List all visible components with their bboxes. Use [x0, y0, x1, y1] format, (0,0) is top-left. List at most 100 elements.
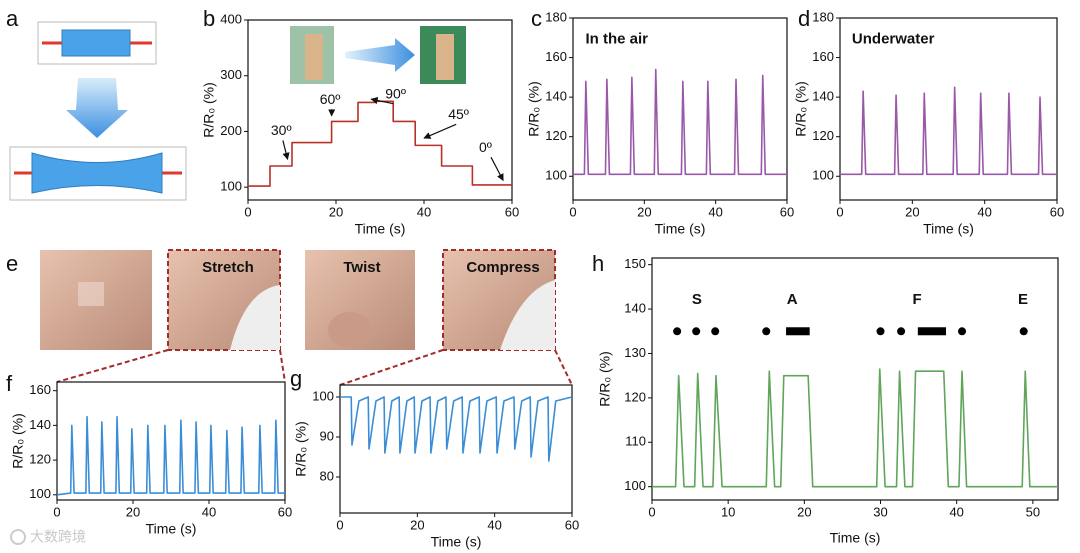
y-tick-label: 140: [624, 301, 646, 316]
annotation: Underwater: [852, 31, 935, 48]
y-tick-label: 400: [220, 11, 242, 26]
signal-line: [56, 415, 285, 496]
annotation: S: [692, 291, 702, 308]
y-tick-label: 100: [545, 168, 567, 183]
y-tick-label: 120: [29, 452, 51, 467]
panel-label: f: [6, 371, 13, 396]
y-tick-label: 140: [29, 417, 51, 432]
event-dot: [673, 327, 682, 336]
signal-line: [340, 396, 573, 462]
y-tick-label: 150: [624, 256, 646, 271]
y-tick-label: 90: [320, 428, 334, 443]
x-tick-label: 40: [487, 517, 501, 532]
skin-photos: [40, 249, 573, 386]
y-tick-label: 120: [545, 128, 567, 143]
annotation-arrow: [282, 140, 290, 161]
x-tick-label: 50: [1026, 504, 1040, 519]
panel-label: c: [531, 6, 542, 31]
watermark: 大数跨境: [30, 529, 86, 545]
x-tick-label: 60: [565, 517, 579, 532]
y-axis-label: R/R₀ (%): [526, 81, 542, 137]
y-axis-label: R/R₀ (%): [597, 351, 613, 407]
signal-line: [652, 368, 1058, 488]
panel-label: b: [203, 6, 215, 31]
panel-label: g: [290, 366, 302, 391]
photo-label: Twist: [343, 259, 380, 276]
photo-label: Stretch: [202, 259, 254, 276]
plot-frame: [247, 19, 513, 201]
plot-frame: [56, 381, 286, 501]
x-tick-label: 0: [244, 204, 251, 219]
x-tick-label: 40: [417, 204, 431, 219]
plot-frame: [572, 17, 788, 201]
y-tick-label: 80: [320, 468, 334, 483]
event-dot: [1019, 327, 1028, 336]
annotation: E: [1018, 291, 1028, 308]
x-tick-label: 20: [126, 504, 140, 519]
x-axis-label: Time (s): [923, 221, 974, 237]
y-tick-label: 100: [624, 478, 646, 493]
x-tick-label: 0: [569, 204, 576, 219]
x-tick-label: 0: [336, 517, 343, 532]
event-dot: [897, 327, 906, 336]
y-axis-label: R/R₀ (%): [201, 82, 217, 138]
inset-photos: [290, 26, 466, 84]
y-tick-label: 160: [29, 382, 51, 397]
x-axis-label: Time (s): [830, 530, 881, 546]
plot-frame: [839, 17, 1058, 201]
x-tick-label: 0: [836, 204, 843, 219]
annotation: 45º: [448, 106, 469, 122]
watermark-logo: [10, 529, 26, 545]
event-dot: [711, 327, 720, 336]
x-axis-label: Time (s): [431, 534, 482, 550]
signal-line: [840, 86, 1057, 176]
y-tick-label: 100: [220, 179, 242, 194]
x-tick-label: 60: [780, 204, 794, 219]
event-dash: [917, 327, 947, 336]
annotation: In the air: [585, 31, 648, 48]
event-dot: [762, 327, 771, 336]
y-tick-label: 100: [312, 388, 334, 403]
x-axis-label: Time (s): [355, 221, 406, 237]
x-tick-label: 20: [637, 204, 651, 219]
x-tick-label: 20: [329, 204, 343, 219]
y-tick-label: 200: [220, 123, 242, 138]
y-tick-label: 140: [812, 89, 834, 104]
y-tick-label: 110: [625, 434, 646, 449]
annotation: 0º: [479, 139, 492, 155]
plot-frame: [339, 384, 573, 514]
x-tick-label: 0: [648, 504, 655, 519]
x-tick-label: 40: [202, 504, 216, 519]
y-tick-label: 180: [812, 9, 834, 24]
y-axis-label: R/R₀ (%): [10, 413, 26, 469]
annotation: 90º: [385, 85, 406, 101]
signal-line: [248, 100, 512, 187]
y-tick-label: 180: [545, 9, 567, 24]
annotation-arrow: [370, 96, 394, 105]
event-dot: [958, 327, 967, 336]
event-dot: [876, 327, 885, 336]
y-tick-label: 300: [220, 67, 242, 82]
x-tick-label: 30: [873, 504, 887, 519]
annotation: F: [912, 291, 921, 308]
x-tick-label: 60: [1050, 204, 1064, 219]
y-tick-label: 130: [624, 345, 646, 360]
y-tick-label: 120: [624, 389, 646, 404]
y-axis-label: R/R₀ (%): [793, 81, 809, 137]
y-tick-label: 100: [812, 168, 834, 183]
annotation-arrow: [423, 123, 457, 139]
x-axis-label: Time (s): [655, 221, 706, 237]
strain-diagram: [9, 21, 187, 201]
panel-label: h: [592, 251, 604, 276]
event-dash: [786, 327, 810, 336]
annotation: A: [787, 291, 798, 308]
plot-frame: [651, 257, 1059, 501]
panel-label: e: [6, 251, 18, 276]
y-axis-label: R/R₀ (%): [293, 421, 309, 477]
photo-label: Compress: [466, 259, 539, 276]
x-tick-label: 20: [797, 504, 811, 519]
x-tick-label: 60: [505, 204, 519, 219]
signal-line: [573, 68, 787, 176]
y-tick-label: 120: [812, 128, 834, 143]
annotation: 30º: [271, 122, 292, 138]
